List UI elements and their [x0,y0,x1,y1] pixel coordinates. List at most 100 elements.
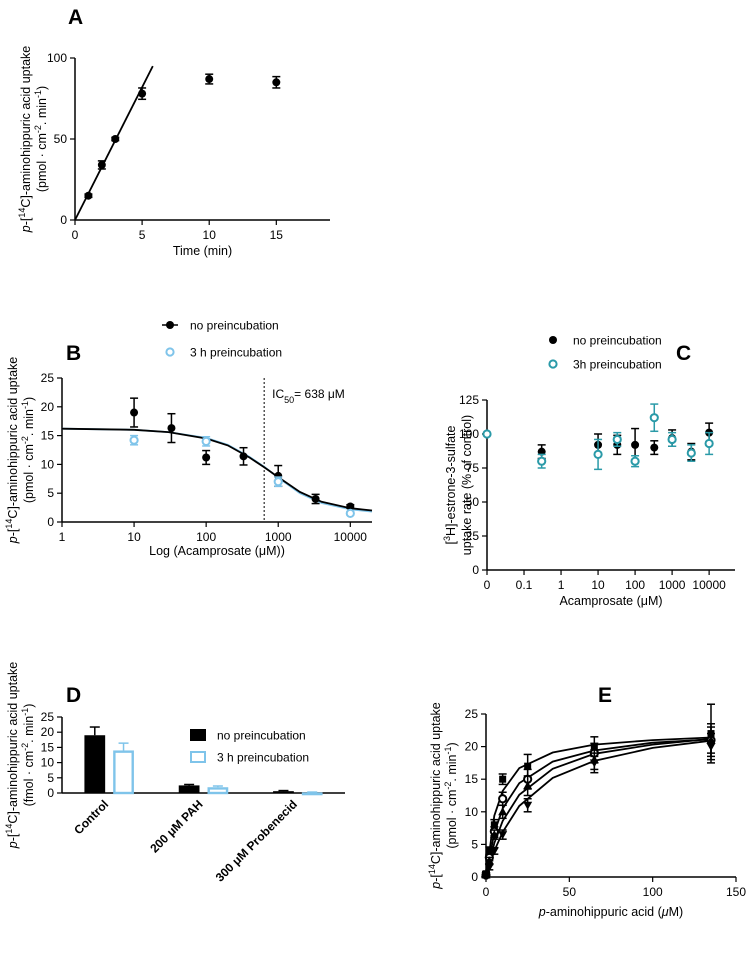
label-part: -1 [33,90,43,98]
y-tick-label: 125 [459,393,479,407]
legend-swatch [190,729,206,741]
point [630,456,640,466]
point [202,453,211,462]
label-part: Time (min) [173,244,232,258]
label-part: ) [445,742,459,746]
label-part: IC [272,387,284,401]
y-tick-label: 50 [466,495,480,509]
y-axis-label: uptake rate (% of control) [460,415,474,555]
point [485,847,493,855]
label-part: ) [22,704,36,708]
y-tick-label: 20 [465,740,479,754]
point [484,863,494,872]
x-tick-label: 0.1 [516,578,533,592]
point [167,424,176,433]
y-axis-label: p-[14C]-aminohippuric acid uptake [4,357,20,545]
x-tick-label: 10 [591,578,605,592]
label-part: 14 [427,864,437,874]
y-axis-label: p-[14C]-aminohippuric acid uptake [17,46,33,234]
point [498,794,508,804]
bar [301,792,323,796]
bar [207,787,229,795]
point [631,440,640,449]
x-tick-label: 1000 [659,578,686,592]
x-tick-label: 10 [203,228,217,242]
y-tick-label: 20 [41,400,55,414]
label-part: 14 [4,824,14,834]
label-part: 50 [284,395,294,405]
y-tick-label: 0 [47,515,54,529]
label-part: -2 [33,125,43,133]
point [129,435,139,445]
legend-swatch [549,336,557,344]
bar [113,750,134,795]
y-tick-label: 15 [41,740,55,754]
y-tick-label: 0 [472,563,479,577]
point [481,872,491,881]
legend-label: 3h preincubation [573,358,662,372]
bar [84,735,106,793]
panel-label: E [598,684,612,707]
y-tick-label: 25 [466,529,480,543]
label-part: = 638 μM [294,387,345,401]
label-part: (pmol · cm [445,790,459,849]
y-tick-label: 10 [465,805,479,819]
label-part: (pmol · cm [22,444,36,503]
label-part: . min [22,409,36,436]
label-part: p [19,225,33,233]
x-tick-label: Control [71,797,111,837]
label-part: -2 [20,743,30,751]
label-part: H]-estrone-3-sulfate [444,425,458,536]
x-tick-label: 10000 [334,530,368,544]
x-axis-label: Acamprosate (μM) [559,594,662,608]
point [537,456,547,466]
x-tick-label: 10 [127,530,141,544]
label-part: C]-aminohippuric acid uptake [6,357,20,519]
label-part: C]-aminohippuric acid uptake [429,702,443,864]
y-tick-label: 15 [465,772,479,786]
label-part: -[ [6,833,20,841]
point [499,775,507,783]
y-tick-label: 5 [47,486,54,500]
point [490,821,498,829]
panel-label: A [68,6,83,29]
legend-swatch [190,751,206,763]
label-part: -1 [20,708,30,716]
point [686,448,696,458]
bar [273,791,294,793]
point [498,831,508,840]
y-tick-label: 25 [465,707,479,721]
x-tick-label: 10000 [692,578,726,592]
x-tick-label: 15 [270,228,284,242]
y-tick-label: 5 [471,837,478,851]
x-axis-label: Log (Acamprosate (μM)) [149,544,285,558]
point [345,508,355,518]
point [524,762,532,770]
point [523,781,533,790]
label-part: Log (Acamprosate (μM)) [149,544,285,558]
label-part: . min [445,754,459,781]
legend-label: no preincubation [217,729,306,743]
fit-line [485,739,712,878]
point [706,743,716,752]
point [489,830,499,839]
point [273,477,283,487]
y-tick-label: 100 [47,51,67,65]
point [311,494,320,503]
label-part: p [6,536,20,544]
label-part: Acamprosate (μM) [559,594,662,608]
x-tick-label: 50 [563,885,577,899]
annotation: IC50= 638 μM [272,387,345,405]
point [649,413,659,423]
point [589,759,599,768]
point [346,502,355,511]
label-part: -2 [443,782,453,790]
y-axis-label: p-[14C]-aminohippuric acid uptake [4,662,20,850]
x-tick-label: 150 [726,885,746,899]
label-part: . min [35,98,49,125]
point [201,436,211,446]
label-part: μ [661,905,669,919]
x-tick-label: 0 [483,885,490,899]
x-tick-label: 200 μM PAH [147,797,205,855]
